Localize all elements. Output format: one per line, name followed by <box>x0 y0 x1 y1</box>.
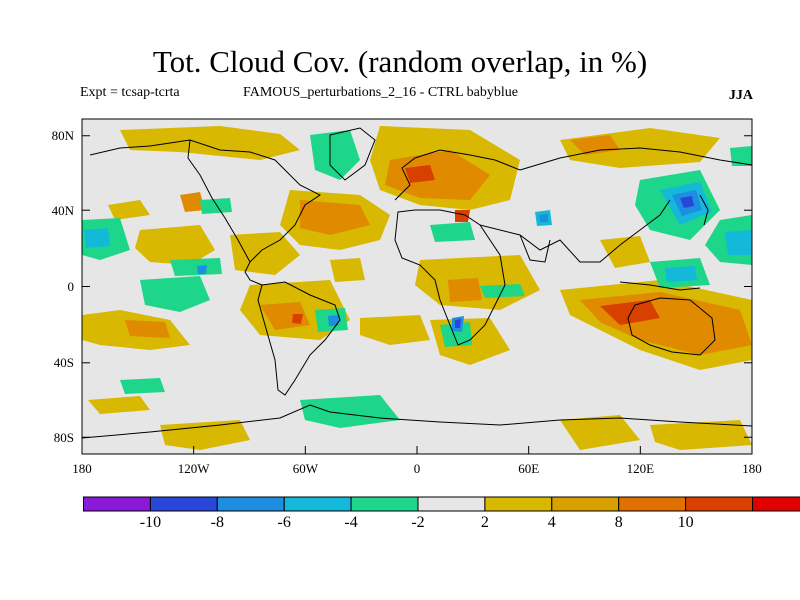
lon-label-180e: 180 <box>742 461 762 476</box>
lon-label-60w: 60W <box>293 461 319 476</box>
colorbar-label-8: 8 <box>615 514 623 531</box>
comparison-label: FAMOUS_perturbations_2_16 - CTRL babyblu… <box>243 85 518 100</box>
colorbar-box <box>618 496 687 512</box>
colorbar-box <box>149 496 218 512</box>
lon-label-120e: 120E <box>627 461 655 476</box>
colorbar-box <box>551 496 620 512</box>
lon-label-0: 0 <box>414 461 421 476</box>
colorbar-label-4: 4 <box>548 514 556 531</box>
colorbar-box <box>216 496 285 512</box>
colorbar <box>83 496 800 512</box>
map-title: Tot. Cloud Cov. (random overlap, in %) <box>152 44 648 79</box>
lon-label-120w: 120W <box>178 461 211 476</box>
colorbar-box <box>350 496 419 512</box>
lat-label-80n: 80N <box>52 128 75 143</box>
colorbar-box <box>83 496 151 512</box>
colorbar-label-neg4: -4 <box>344 514 357 531</box>
colorbar-box <box>283 496 352 512</box>
lon-label-60e: 60E <box>518 461 539 476</box>
colorbar-box <box>417 496 486 512</box>
lat-label-80s: 80S <box>54 430 74 445</box>
lat-label-40n: 40N <box>52 203 75 218</box>
lon-label-180w: 180 <box>72 461 92 476</box>
lat-label-0: 0 <box>68 279 75 294</box>
colorbar-label-neg2: -2 <box>411 514 424 531</box>
coastlines <box>82 127 752 439</box>
colorbar-label-2: 2 <box>481 514 489 531</box>
colorbar-box <box>685 496 753 512</box>
map-ticks <box>81 135 753 454</box>
season-label: JJA <box>728 88 753 103</box>
anomaly-field <box>82 126 752 450</box>
colorbar-box <box>484 496 553 512</box>
colorbar-label-10: 10 <box>678 514 694 531</box>
colorbar-label-neg10: -10 <box>140 514 161 531</box>
experiment-label: Expt = tcsap-tcrta <box>80 85 180 100</box>
colorbar-label-neg6: -6 <box>278 514 291 531</box>
colorbar-label-neg8: -8 <box>211 514 224 531</box>
lat-label-40s: 40S <box>54 355 74 370</box>
colorbar-box <box>752 496 800 512</box>
